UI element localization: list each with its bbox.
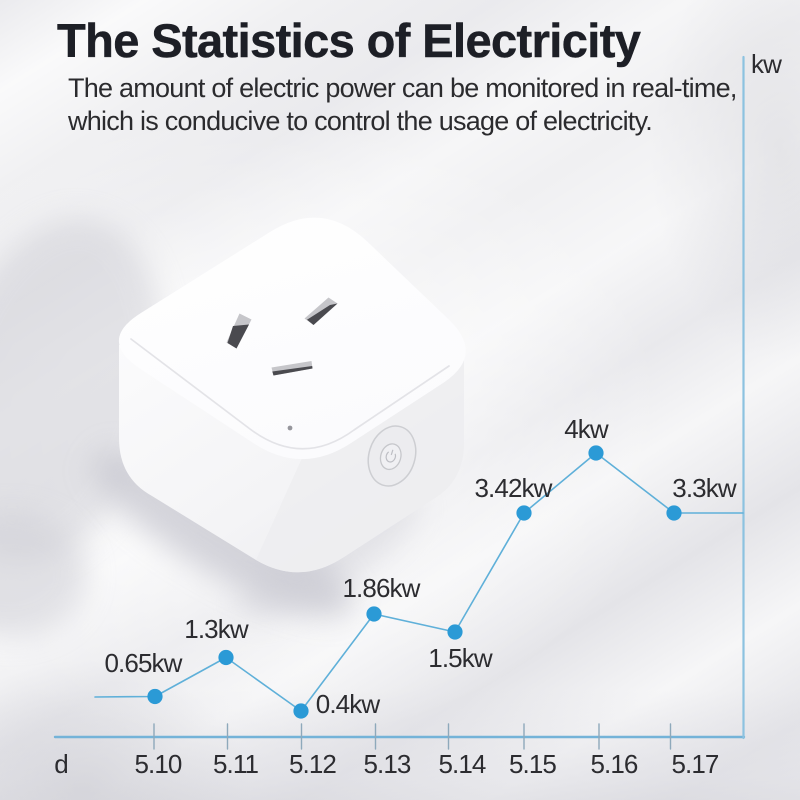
svg-text:5.10: 5.10: [134, 749, 181, 779]
svg-text:5.11: 5.11: [213, 749, 259, 779]
svg-text:4kw: 4kw: [564, 414, 609, 444]
svg-text:1.86kw: 1.86kw: [343, 573, 421, 603]
svg-text:1.3kw: 1.3kw: [184, 614, 249, 644]
svg-text:3.3kw: 3.3kw: [672, 473, 737, 503]
svg-text:1.5kw: 1.5kw: [428, 643, 493, 673]
svg-text:0.4kw: 0.4kw: [316, 689, 381, 719]
svg-text:5.15: 5.15: [509, 749, 556, 779]
svg-text:5.12: 5.12: [289, 749, 336, 779]
svg-text:d: d: [54, 749, 68, 779]
svg-text:3.42kw: 3.42kw: [475, 473, 553, 503]
svg-text:0.65kw: 0.65kw: [105, 648, 183, 678]
svg-text:5.14: 5.14: [438, 749, 485, 779]
svg-text:5.17: 5.17: [671, 749, 718, 779]
svg-text:5.13: 5.13: [363, 749, 410, 779]
svg-text:kw: kw: [751, 49, 782, 79]
svg-text:5.16: 5.16: [590, 749, 637, 779]
